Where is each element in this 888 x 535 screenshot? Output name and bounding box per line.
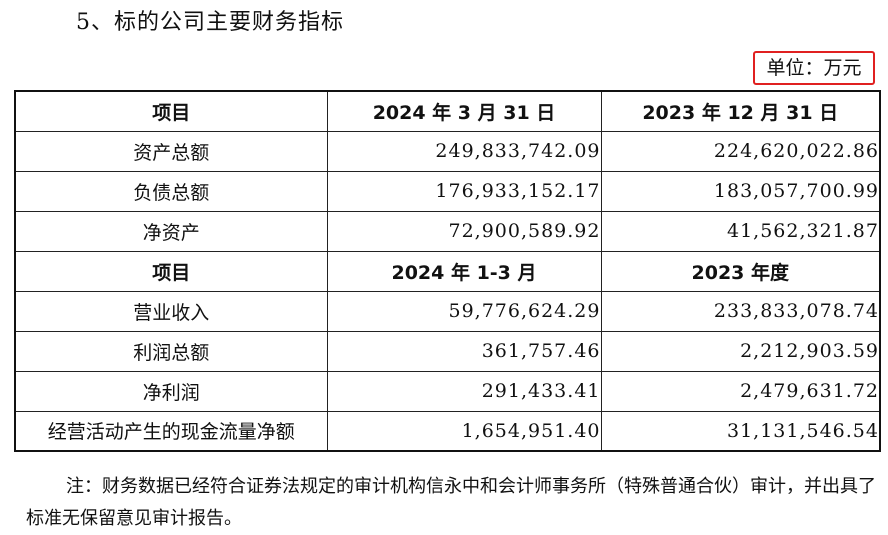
table-row: 利润总额 361,757.46 2,212,903.59 — [14, 330, 881, 372]
cell-value: 2,479,631.72 — [600, 370, 881, 412]
cell-value: 72,900,589.92 — [326, 210, 602, 252]
section-heading: 5、标的公司主要财务指标 — [76, 10, 344, 35]
cell-value: 361,757.46 — [326, 330, 602, 372]
header-period-2024-q1: 2024 年 1-3 月 — [326, 250, 602, 292]
row-label: 利润总额 — [14, 330, 328, 372]
row-label: 负债总额 — [14, 170, 328, 212]
cell-value: 249,833,742.09 — [326, 130, 602, 172]
table-row: 净利润 291,433.41 2,479,631.72 — [14, 370, 881, 412]
table-row: 净资产 72,900,589.92 41,562,321.87 — [14, 210, 881, 252]
cell-value: 176,933,152.17 — [326, 170, 602, 212]
row-label: 经营活动产生的现金流量净额 — [14, 410, 328, 452]
table-row: 负债总额 176,933,152.17 183,057,700.99 — [14, 170, 881, 212]
cell-value: 31,131,546.54 — [600, 410, 881, 452]
row-label: 资产总额 — [14, 130, 328, 172]
row-label: 净利润 — [14, 370, 328, 412]
table-row: 营业收入 59,776,624.29 233,833,078.74 — [14, 290, 881, 332]
table-header-row: 项目 2024 年 3 月 31 日 2023 年 12 月 31 日 — [14, 90, 881, 132]
row-label: 营业收入 — [14, 290, 328, 332]
unit-label: 单位：万元 — [753, 51, 875, 85]
header-date-2024-03-31: 2024 年 3 月 31 日 — [326, 90, 602, 132]
header-period-2023: 2023 年度 — [600, 250, 881, 292]
table-row: 资产总额 249,833,742.09 224,620,022.86 — [14, 130, 881, 172]
header-date-2023-12-31: 2023 年 12 月 31 日 — [600, 90, 881, 132]
cell-value: 41,562,321.87 — [600, 210, 881, 252]
table-header-row: 项目 2024 年 1-3 月 2023 年度 — [14, 250, 881, 292]
table-row: 经营活动产生的现金流量净额 1,654,951.40 31,131,546.54 — [14, 410, 881, 452]
financial-indicators-table: 项目 2024 年 3 月 31 日 2023 年 12 月 31 日 资产总额… — [14, 90, 881, 452]
row-label: 净资产 — [14, 210, 328, 252]
footnote: 注：财务数据已经符合证券法规定的审计机构信永中和会计师事务所（特殊普通合伙）审计… — [26, 476, 876, 529]
cell-value: 183,057,700.99 — [600, 170, 881, 212]
cell-value: 291,433.41 — [326, 370, 602, 412]
cell-value: 224,620,022.86 — [600, 130, 881, 172]
cell-value: 1,654,951.40 — [326, 410, 602, 452]
header-item: 项目 — [14, 90, 328, 132]
header-item: 项目 — [14, 250, 328, 292]
cell-value: 233,833,078.74 — [600, 290, 881, 332]
cell-value: 2,212,903.59 — [600, 330, 881, 372]
cell-value: 59,776,624.29 — [326, 290, 602, 332]
